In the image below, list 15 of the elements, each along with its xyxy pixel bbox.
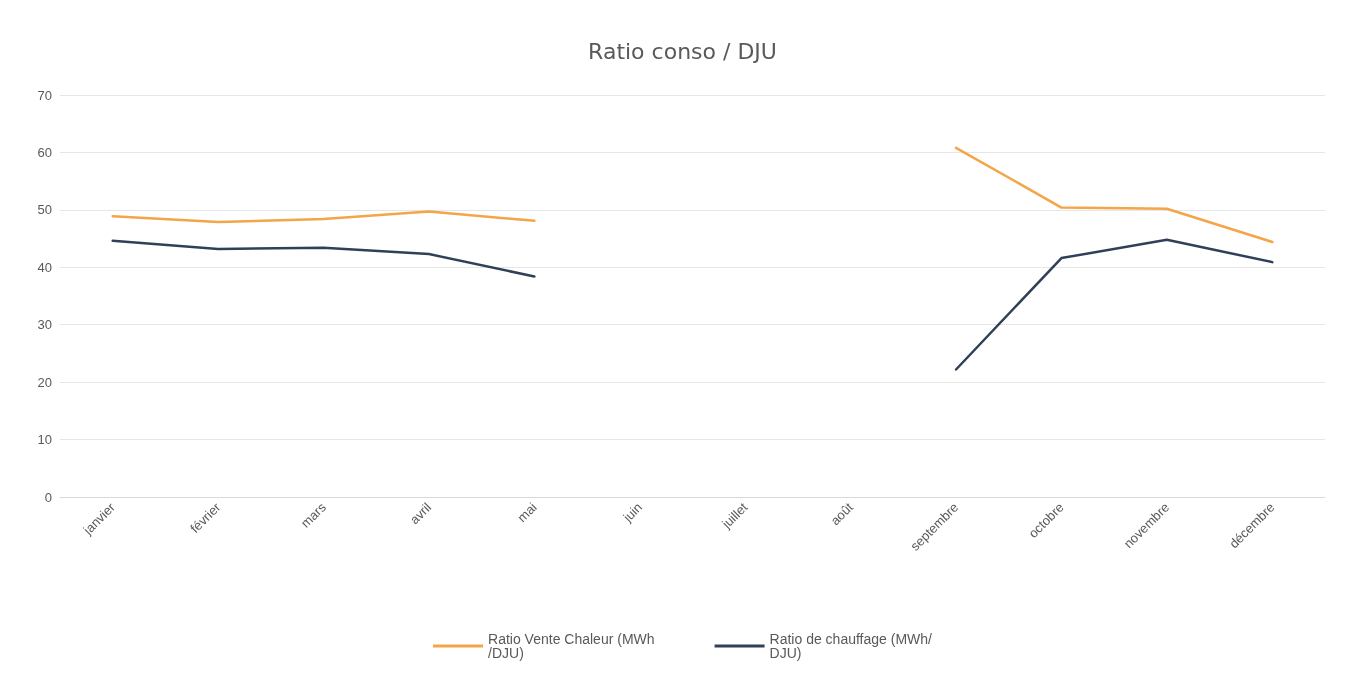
y-tick-label: 30 bbox=[37, 317, 52, 333]
legend-label: Ratio de chauffage (MWh/DJU) bbox=[769, 631, 933, 661]
y-tick-label: 10 bbox=[37, 432, 52, 448]
y-tick-label: 50 bbox=[37, 202, 52, 218]
x-tick-label: août bbox=[827, 499, 857, 529]
y-tick-label: 0 bbox=[44, 489, 52, 505]
x-tick-label: avril bbox=[406, 499, 435, 528]
y-tick-label: 60 bbox=[37, 144, 52, 160]
legend-label: Ratio Vente Chaleur (MWh/DJU) bbox=[488, 631, 655, 661]
y-tick-label: 40 bbox=[37, 259, 52, 275]
x-tick-label: juin bbox=[619, 499, 646, 526]
chart-title: Ratio conso / DJU bbox=[588, 38, 777, 64]
y-tick-label: 20 bbox=[37, 374, 52, 390]
x-tick-label: mai bbox=[514, 499, 540, 526]
y-tick-label: 70 bbox=[37, 87, 52, 103]
